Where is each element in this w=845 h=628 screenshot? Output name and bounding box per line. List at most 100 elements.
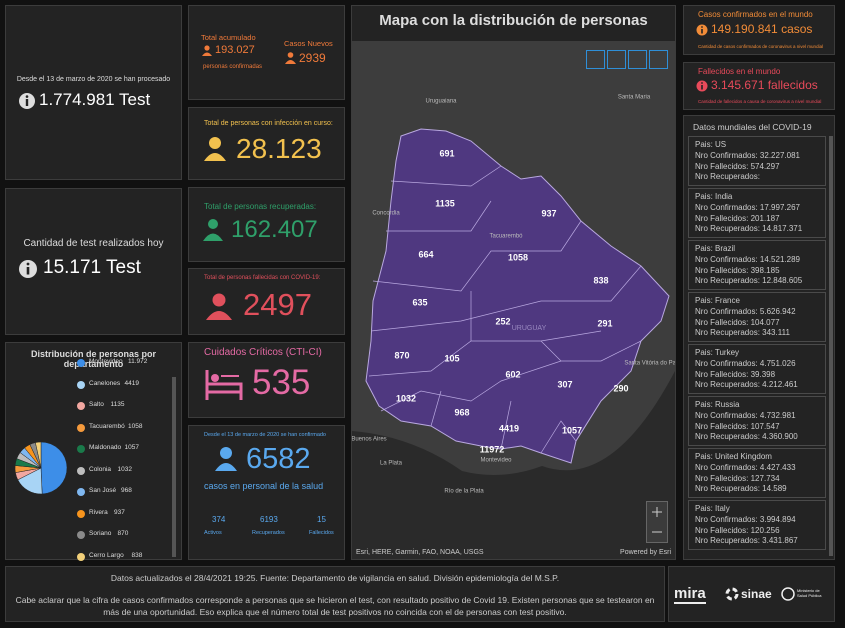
region-count: 290 xyxy=(613,383,628,393)
field-label: Nro Confirmados: xyxy=(695,514,758,524)
field-label: Nro Fallecidos: xyxy=(695,317,749,327)
legend-swatch xyxy=(77,423,85,432)
field-label: Nro Confirmados: xyxy=(695,462,758,472)
field-value: 4.751.026 xyxy=(759,358,796,368)
caption: Casos Nuevos xyxy=(284,39,333,48)
field-label: Nro Recuperados: xyxy=(695,276,760,286)
field-label: Nro Fallecidos: xyxy=(695,421,749,431)
legend-swatch xyxy=(77,488,85,496)
person-icon xyxy=(204,137,226,161)
region-count: 252 xyxy=(495,316,510,326)
caption: Total de personas fallecidas con COVID-1… xyxy=(204,275,321,281)
home-button[interactable] xyxy=(586,50,605,69)
recovered-panel: Total de personas recuperadas: 162.407 xyxy=(188,187,345,262)
legend-name: San José xyxy=(89,487,117,494)
layers-button[interactable] xyxy=(628,50,647,69)
row: Nro Recuperados: 343.111 xyxy=(695,328,790,337)
bed-icon xyxy=(205,370,243,400)
region-count: 1057 xyxy=(562,425,582,435)
row: Nro Confirmados: 4.427.433 xyxy=(695,463,796,472)
field-label: Nro Recuperados: xyxy=(695,484,760,494)
row: Nro Confirmados: 4.732.981 xyxy=(695,411,796,420)
pie-chart xyxy=(14,441,68,495)
row: Nro Fallecidos: 201.187 xyxy=(695,214,780,223)
footer: Datos actualizados el 28/4/2021 19:25. F… xyxy=(5,566,665,622)
basemap-button[interactable] xyxy=(649,50,668,69)
place-label: Santa Maria xyxy=(618,95,651,101)
scrollbar xyxy=(829,136,833,556)
place-label: Río de la Plata xyxy=(444,489,484,495)
place-label: Montevideo xyxy=(480,458,512,464)
field-label: Nro Recuperados: xyxy=(695,172,760,182)
world-confirmed-panel: Casos confirmados en el mundo 149.190.84… xyxy=(683,5,835,55)
legend-value: 870 xyxy=(117,530,129,537)
row: Nro Confirmados: 17.997.267 xyxy=(695,203,800,212)
field-label: Pais: xyxy=(695,140,713,149)
accumulated-panel: Total acumulado 193.027 personas confirm… xyxy=(188,5,345,100)
field-value: 201.187 xyxy=(750,213,780,223)
water xyxy=(352,371,675,559)
zoom-icons[interactable] xyxy=(647,502,667,542)
row: Nro Confirmados: 14.521.289 xyxy=(695,255,800,264)
field-value: 5.626.942 xyxy=(759,306,796,316)
field-value: 107.547 xyxy=(750,421,780,431)
region-count: 691 xyxy=(439,148,454,158)
stat-label: Fallecidos xyxy=(309,530,334,536)
department-border xyxy=(430,390,577,454)
field-label: Nro Confirmados: xyxy=(695,358,758,368)
field-value: 127.734 xyxy=(750,473,780,483)
legend-name: Montevideo xyxy=(89,358,123,365)
logos-panel: mira sinae Ministerio de Salud Pública xyxy=(668,566,835,622)
legend-button[interactable] xyxy=(607,50,626,69)
caption: Cantidad de casos confirmados de coronav… xyxy=(698,44,824,49)
field-value: 3.431.867 xyxy=(762,536,798,546)
critical-panel: Cuidados Críticos (CTI-CI) 535 xyxy=(188,342,345,418)
row: Nro Recuperados: xyxy=(695,172,760,181)
caption: Total de personas recuperadas: xyxy=(204,202,317,211)
panel-title: Datos mundiales del COVID-19 xyxy=(693,122,812,132)
stat-value: 15 xyxy=(317,515,326,524)
field-value: 120.256 xyxy=(750,525,780,535)
legend-name: Tacuarembó xyxy=(89,422,125,430)
legend-value: 1057 xyxy=(124,444,139,451)
value: 28.123 xyxy=(236,133,322,164)
caption: personas confirmadas xyxy=(203,64,263,70)
country-card: Pais: Russia Nro Confirmados: 4.732.981 Nr… xyxy=(688,396,826,446)
row: Nro Confirmados: 5.626.942 xyxy=(695,307,796,316)
person-icon xyxy=(206,293,232,320)
powered-by[interactable]: Powered by Esri xyxy=(620,549,671,556)
legend-value: 937 xyxy=(114,508,125,516)
region-count: 4419 xyxy=(499,423,519,433)
row: Pais: Italy xyxy=(695,504,730,513)
legend-swatch xyxy=(77,445,85,453)
field-value: 343.111 xyxy=(762,328,790,338)
mira-logo: mira xyxy=(674,585,706,604)
tests-today-value: 15.171 Test xyxy=(43,257,141,278)
info-icon xyxy=(696,24,708,36)
caption: Casos confirmados en el mundo xyxy=(698,10,813,19)
region-count: 664 xyxy=(418,249,433,259)
stat-label: Activos xyxy=(204,530,222,536)
legend-name: Rivera xyxy=(89,508,108,516)
map: 691 1135 937 664 1058 838 635 252 291 870 105 602 30… xyxy=(352,41,675,559)
map-toolbar xyxy=(586,50,668,69)
field-label: Pais: xyxy=(695,504,713,513)
row: Pais: France xyxy=(695,296,740,305)
legend-name: Canelones xyxy=(89,379,121,387)
legend-value: 4419 xyxy=(124,379,139,387)
region-count: 1032 xyxy=(396,393,416,403)
world-list-panel: Datos mundiales del COVID-19 Pais: US Nro… xyxy=(683,115,835,560)
row: Nro Fallecidos: 398.185 xyxy=(695,266,780,275)
row: Nro Fallecidos: 127.734 xyxy=(695,474,780,483)
stat-value: 6193 xyxy=(260,515,278,524)
country-card: Pais: Turkey Nro Confirmados: 4.751.026 Nr… xyxy=(688,344,826,394)
field-label: Nro Fallecidos: xyxy=(695,369,749,379)
field-value: US xyxy=(715,140,727,149)
row: Pais: India xyxy=(695,192,732,201)
row: Nro Fallecidos: 574.297 xyxy=(695,162,780,171)
field-label: Nro Recuperados: xyxy=(695,328,760,338)
region-count: 105 xyxy=(444,353,459,363)
region-count: 937 xyxy=(541,208,556,218)
msp-logo: Ministerio de Salud Pública xyxy=(797,588,822,598)
field-value: 14.589 xyxy=(762,484,787,494)
